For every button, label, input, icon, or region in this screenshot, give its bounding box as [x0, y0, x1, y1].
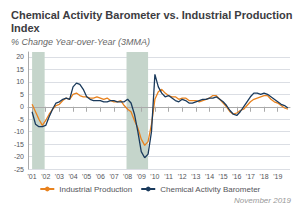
svg-text:'19: '19	[273, 173, 282, 180]
svg-text:-10: -10	[14, 128, 24, 135]
svg-text:5: 5	[20, 91, 24, 98]
svg-text:'12: '12	[178, 173, 187, 180]
svg-text:'05: '05	[82, 173, 91, 180]
svg-text:'11: '11	[164, 173, 173, 180]
svg-text:'17: '17	[246, 173, 255, 180]
svg-text:Index: Index	[11, 22, 41, 34]
svg-text:-25: -25	[14, 166, 24, 173]
svg-text:'15: '15	[219, 173, 228, 180]
svg-text:-5: -5	[18, 116, 24, 123]
svg-text:Industrial Production: Industrial Production	[59, 185, 132, 194]
svg-text:November 2019: November 2019	[234, 196, 291, 205]
svg-text:'18: '18	[260, 173, 269, 180]
svg-text:'04: '04	[68, 173, 77, 180]
svg-text:Chemical Activity Barometer vs: Chemical Activity Barometer vs. Industri…	[11, 9, 295, 21]
svg-text:'10: '10	[150, 173, 159, 180]
svg-text:% Change Year-over-Year (3MMA): % Change Year-over-Year (3MMA)	[11, 37, 150, 47]
svg-text:'01: '01	[28, 173, 37, 180]
svg-text:20: 20	[16, 53, 24, 60]
svg-text:'16: '16	[232, 173, 241, 180]
svg-text:'08: '08	[123, 173, 132, 180]
svg-text:'03: '03	[55, 173, 64, 180]
svg-text:0: 0	[20, 103, 24, 110]
svg-text:-15: -15	[14, 141, 24, 148]
svg-text:'02: '02	[41, 173, 50, 180]
svg-text:15: 15	[16, 66, 24, 73]
svg-text:10: 10	[16, 78, 24, 85]
svg-text:'09: '09	[137, 173, 146, 180]
svg-text:'06: '06	[96, 173, 105, 180]
svg-text:'07: '07	[109, 173, 118, 180]
svg-text:'13: '13	[191, 173, 200, 180]
svg-text:'14: '14	[205, 173, 214, 180]
svg-text:-20: -20	[14, 153, 24, 160]
svg-text:Chemical Activity Barometer: Chemical Activity Barometer	[160, 185, 260, 194]
